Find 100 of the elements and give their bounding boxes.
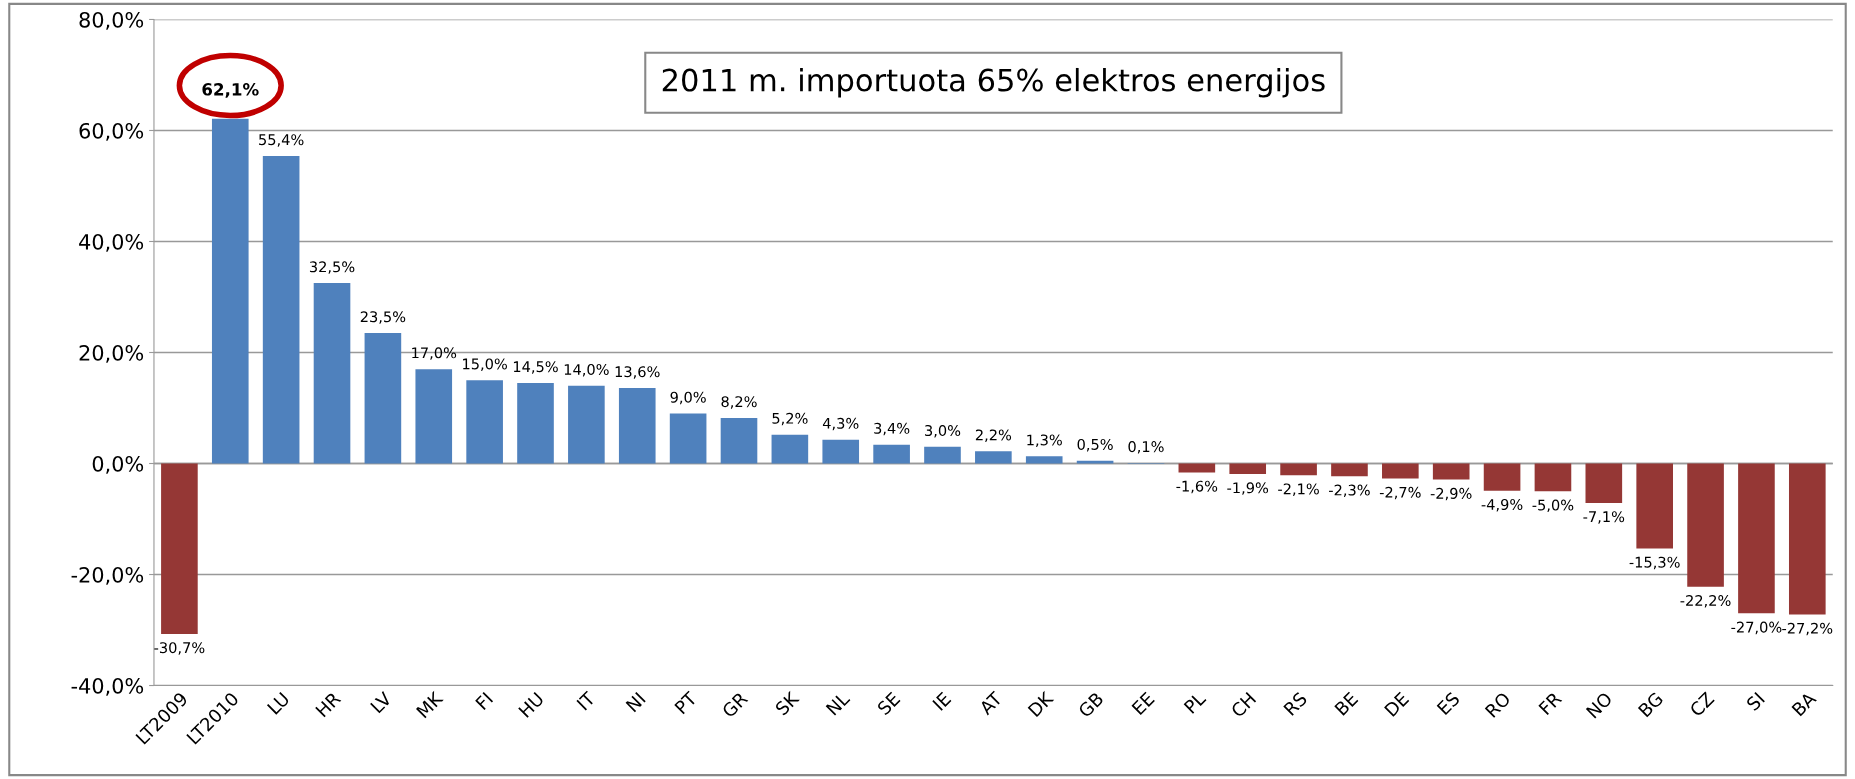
- x-tick-label: HU: [518, 691, 545, 718]
- bar: [1585, 463, 1623, 503]
- data-label: 14,5%: [513, 361, 558, 374]
- bar: [1280, 463, 1317, 476]
- data-label: -1,6%: [1176, 480, 1218, 494]
- x-tick-label: NI: [625, 692, 646, 713]
- bar: [1432, 463, 1470, 480]
- x-tick-label: DE: [1384, 691, 1410, 717]
- data-label: 5,2%: [772, 412, 808, 426]
- bar: [618, 388, 656, 464]
- bar: [1025, 456, 1063, 464]
- data-label: 1,3%: [1027, 434, 1062, 447]
- bar: [924, 446, 961, 464]
- data-label: 15,0%: [463, 358, 507, 371]
- x-tick-label: AT: [978, 690, 1004, 716]
- data-label: 4,3%: [822, 417, 859, 431]
- x-tick-label: BA: [1791, 690, 1817, 717]
- data-label: -30,7%: [154, 642, 205, 655]
- x-tick-label: CH: [1230, 691, 1257, 719]
- x-tick-label: IT: [576, 690, 597, 711]
- x-tick-label: ES: [1436, 691, 1461, 716]
- x-tick-label: CZ: [1688, 691, 1715, 718]
- x-tick-label: NL: [825, 690, 851, 716]
- data-label: -27,2%: [1782, 622, 1833, 636]
- data-label: -15,3%: [1629, 556, 1680, 570]
- x-tick-label: LV: [370, 690, 393, 714]
- y-tick-label: 0,0%: [92, 455, 144, 474]
- x-tick-label: SE: [876, 691, 901, 716]
- x-tick-label: NO: [1585, 691, 1613, 719]
- x-tick-label: EE: [1131, 691, 1155, 715]
- data-label: 32,5%: [309, 261, 355, 274]
- bar: [262, 156, 300, 464]
- bar: [873, 444, 910, 464]
- bar: [822, 439, 860, 464]
- x-tick-label: FR: [1538, 691, 1563, 716]
- data-label: 17,0%: [412, 347, 457, 360]
- data-label: -5,0%: [1532, 499, 1574, 513]
- bar: [568, 385, 605, 464]
- annotation: 2011 m. importuota 65% elektros energijos: [662, 67, 1325, 98]
- bar: [1229, 463, 1267, 475]
- x-tick-label: IE: [932, 691, 952, 711]
- x-tick-label: DK: [1027, 690, 1055, 718]
- x-tick-label: HR: [315, 691, 342, 718]
- y-tick-label: -20,0%: [71, 566, 144, 585]
- x-tick-label: RS: [1283, 691, 1308, 716]
- bar: [771, 434, 809, 464]
- bar: [517, 383, 554, 464]
- bar: [1076, 460, 1114, 464]
- x-tick-label: PT: [674, 690, 698, 715]
- data-label: 9,0%: [670, 391, 706, 405]
- bar: [1483, 463, 1521, 491]
- bar: [669, 413, 707, 464]
- bar: [466, 380, 503, 464]
- x-tick-label: GB: [1077, 691, 1105, 719]
- data-label: 13,6%: [615, 366, 660, 379]
- data-label: 3,4%: [874, 422, 910, 436]
- bar: [313, 283, 351, 464]
- x-tick-label: GR: [721, 690, 749, 719]
- annotation: 62,1%: [202, 83, 259, 98]
- bar: [1382, 463, 1419, 479]
- x-tick-label: SK: [774, 690, 801, 716]
- x-tick-label: SI: [1745, 691, 1766, 712]
- bar: [1331, 463, 1368, 477]
- y-tick-label: 20,0%: [79, 344, 144, 363]
- data-label: -4,9%: [1481, 498, 1523, 512]
- bar: [415, 369, 453, 464]
- x-tick-label: RO: [1484, 691, 1512, 718]
- data-label: 0,5%: [1077, 438, 1113, 452]
- y-tick-label: 60,0%: [79, 122, 144, 141]
- x-tick-label: PL: [1183, 690, 1207, 714]
- data-label: -2,1%: [1278, 483, 1319, 496]
- data-label: -1,9%: [1227, 482, 1269, 495]
- data-label: -22,2%: [1680, 594, 1731, 608]
- data-label: -2,3%: [1329, 484, 1370, 498]
- bar: [975, 451, 1012, 464]
- x-tick-label: LU: [266, 691, 290, 715]
- data-label: 2,2%: [975, 429, 1012, 442]
- data-label: -7,1%: [1583, 511, 1625, 524]
- y-tick-label: 80,0%: [79, 11, 144, 30]
- bar: [720, 417, 758, 464]
- data-label: 0,1%: [1128, 441, 1164, 454]
- data-label: 14,0%: [564, 363, 609, 377]
- bar: [364, 333, 402, 464]
- data-label: -2,9%: [1430, 487, 1472, 501]
- x-tick-label: FI: [475, 692, 494, 710]
- data-label: -2,7%: [1379, 486, 1421, 500]
- bar: [1687, 463, 1724, 587]
- x-tick-label: BG: [1637, 691, 1664, 718]
- bar: [1788, 463, 1826, 615]
- data-label: 8,2%: [721, 396, 757, 409]
- y-tick-label: 40,0%: [79, 233, 144, 252]
- bar: [1738, 463, 1775, 614]
- data-label: -27,0%: [1731, 621, 1782, 635]
- bar: [1636, 463, 1673, 549]
- x-tick-label: BE: [1334, 691, 1359, 716]
- data-label: 3,0%: [925, 425, 961, 438]
- bar: [1534, 463, 1572, 492]
- data-label: 55,4%: [259, 134, 304, 147]
- data-label: 23,5%: [360, 311, 406, 324]
- bar: [161, 463, 198, 634]
